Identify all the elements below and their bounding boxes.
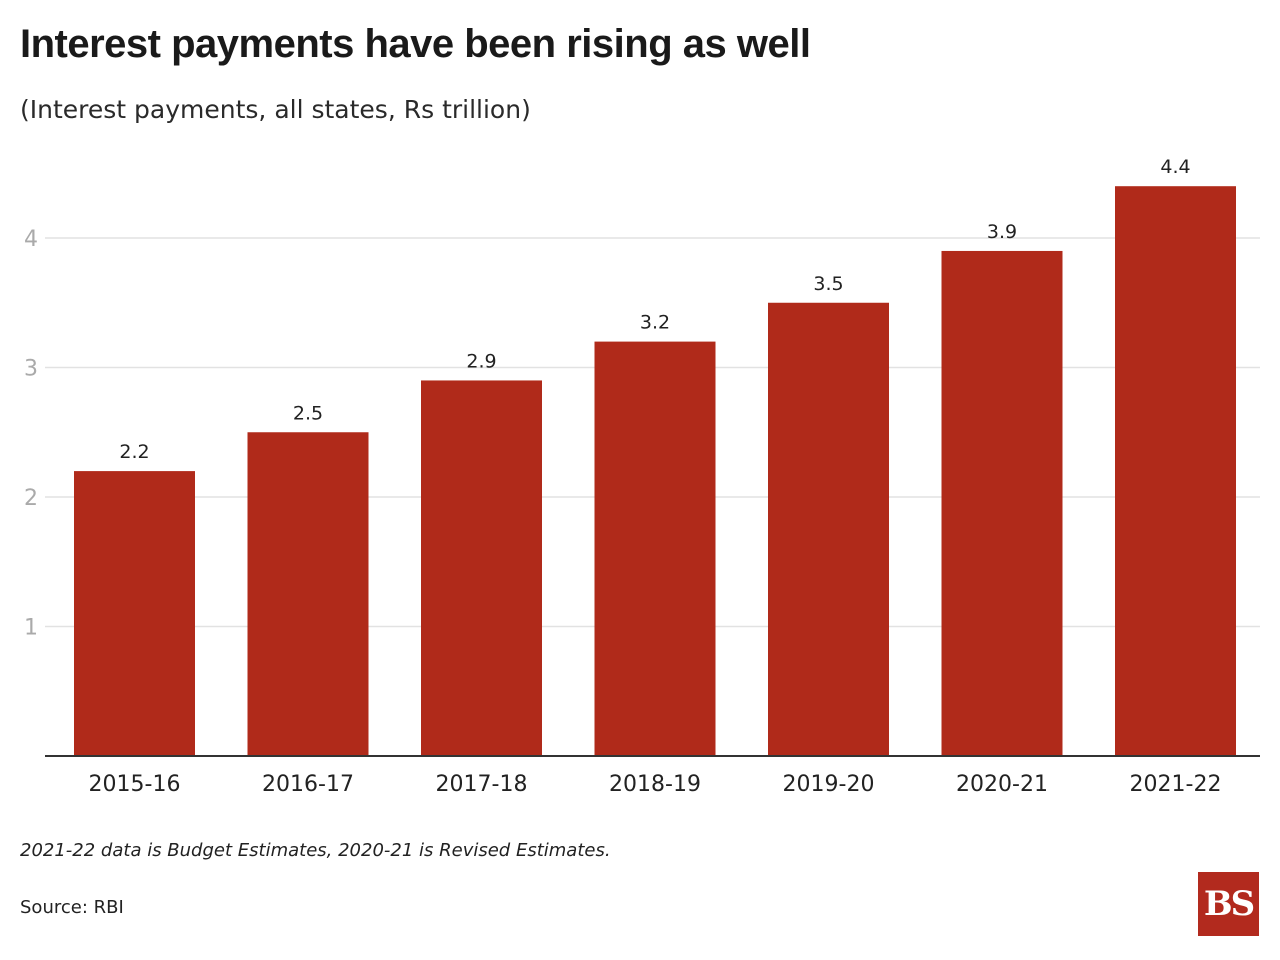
x-tick-label: 2016-17: [262, 772, 354, 797]
bar-2015-16: [74, 471, 195, 756]
y-tick-label: 2: [24, 486, 38, 511]
bar-2017-18: [421, 380, 542, 756]
chart-note: 2021-22 data is Budget Estimates, 2020-2…: [20, 840, 611, 861]
value-label: 2.5: [293, 402, 323, 424]
bar-chart: 1 2 3 4 2.2 2015-16 2.5 2016-17 2.9 2017-18 3.2 201…: [24, 156, 1260, 797]
value-label: 4.4: [1160, 156, 1190, 178]
x-tick-label: 2021-22: [1130, 772, 1222, 797]
value-label: 3.9: [987, 221, 1017, 243]
bar-2018-19: [594, 341, 716, 756]
x-tick-label: 2015-16: [89, 772, 181, 797]
x-tick-label: 2019-20: [783, 772, 875, 797]
x-tick-label: 2020-21: [956, 772, 1048, 797]
y-tick-label: 3: [24, 357, 38, 382]
x-tick-label: 2017-18: [436, 772, 528, 797]
value-label: 3.5: [813, 273, 843, 295]
chart-subtitle: (Interest payments, all states, Rs trill…: [20, 95, 531, 124]
bs-logo: BS: [1198, 872, 1259, 936]
bar-2020-21: [941, 250, 1063, 756]
value-label: 2.2: [119, 441, 149, 463]
value-label: 2.9: [466, 350, 496, 372]
value-label: 3.2: [640, 312, 670, 334]
chart-title: Interest payments have been rising as we…: [20, 22, 811, 66]
y-tick-label: 1: [24, 616, 38, 641]
bar-2019-20: [768, 302, 889, 756]
bar-2021-22: [1115, 186, 1236, 756]
y-tick-label: 4: [24, 227, 38, 252]
bar-2016-17: [247, 432, 369, 756]
chart-source: Source: RBI: [20, 897, 124, 918]
x-tick-label: 2018-19: [609, 772, 701, 797]
